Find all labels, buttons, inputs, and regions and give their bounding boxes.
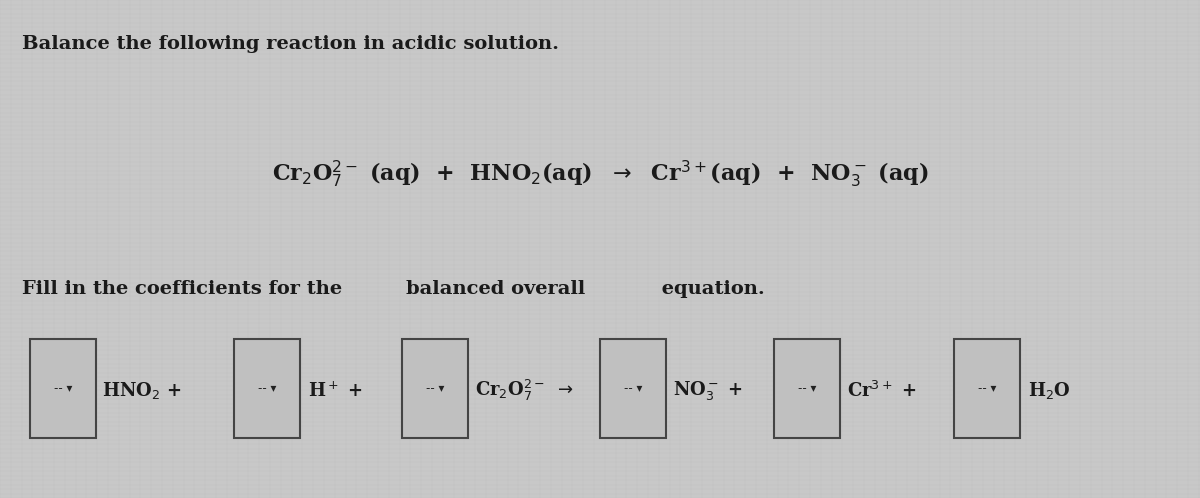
Text: -- ▾: -- ▾	[624, 382, 642, 395]
Text: -- ▾: -- ▾	[258, 382, 276, 395]
Text: -- ▾: -- ▾	[426, 382, 444, 395]
Text: Cr$_2$O$_7^{2-}$ $\rightarrow$: Cr$_2$O$_7^{2-}$ $\rightarrow$	[475, 378, 574, 403]
Text: -- ▾: -- ▾	[54, 382, 72, 395]
Bar	[402, 339, 468, 438]
Text: H$^+$ +: H$^+$ +	[308, 381, 362, 400]
Text: -- ▾: -- ▾	[798, 382, 816, 395]
Text: equation.: equation.	[655, 280, 764, 298]
Text: Cr$^{3+}$ +: Cr$^{3+}$ +	[847, 381, 917, 401]
Text: -- ▾: -- ▾	[978, 382, 996, 395]
Bar	[954, 339, 1020, 438]
Bar	[774, 339, 840, 438]
Text: H$_2$O: H$_2$O	[1028, 380, 1070, 401]
Bar	[30, 339, 96, 438]
Text: Fill in the coefficients for the: Fill in the coefficients for the	[22, 280, 348, 298]
Text: Balance the following reaction in acidic solution.: Balance the following reaction in acidic…	[22, 35, 559, 53]
Text: balanced overall: balanced overall	[406, 280, 584, 298]
Text: HNO$_2$ +: HNO$_2$ +	[102, 380, 181, 401]
Text: NO$_3^-$ +: NO$_3^-$ +	[673, 379, 743, 402]
Text: Cr$_2$O$_7^{2-}$ (aq)  +  HNO$_2$(aq)  $\rightarrow$  Cr$^{3+}$(aq)  +  NO$_3^-$: Cr$_2$O$_7^{2-}$ (aq) + HNO$_2$(aq) $\ri…	[271, 159, 929, 190]
Bar	[600, 339, 666, 438]
Bar	[234, 339, 300, 438]
